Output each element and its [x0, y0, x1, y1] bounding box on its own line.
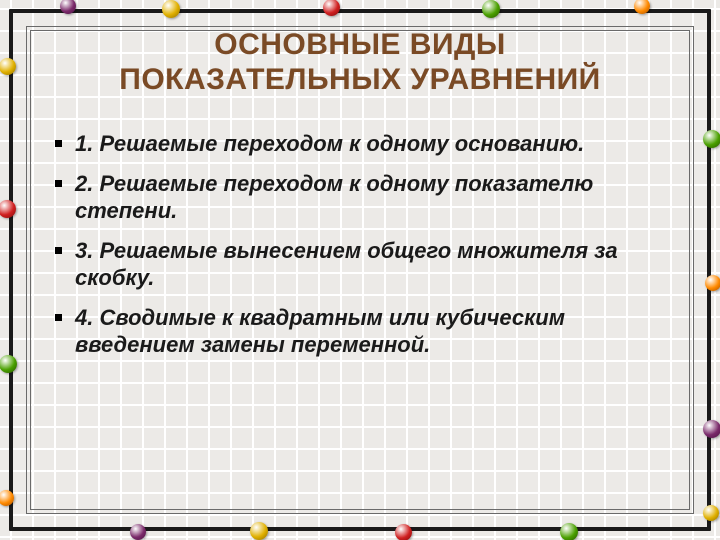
list-item: 4. Сводимые к квадратным или кубическим …	[55, 304, 680, 359]
ball-icon	[250, 522, 268, 540]
list-item: 2. Решаемые переходом к одному показател…	[55, 170, 680, 225]
item-list: 1. Решаемые переходом к одному основанию…	[55, 130, 680, 359]
ball-icon	[395, 524, 412, 540]
ball-icon	[705, 275, 720, 291]
ball-icon	[703, 505, 719, 521]
ball-icon	[703, 420, 720, 438]
list-item: 1. Решаемые переходом к одному основанию…	[55, 130, 680, 158]
ball-icon	[162, 0, 180, 18]
ball-icon	[703, 130, 720, 148]
title-line-1: ОСНОВНЫЕ ВИДЫ	[214, 28, 506, 61]
ball-icon	[560, 523, 578, 540]
slide-body: 1. Решаемые переходом к одному основанию…	[55, 130, 680, 371]
ball-icon	[482, 0, 500, 18]
title-line-2: ПОКАЗАТЕЛЬНЫХ УРАВНЕНИЙ	[119, 63, 601, 96]
list-item: 3. Решаемые вынесением общего множителя …	[55, 237, 680, 292]
ball-icon	[130, 524, 146, 540]
slide: ОСНОВНЫЕ ВИДЫ ПОКАЗАТЕЛЬНЫХ УРАВНЕНИЙ 1.…	[0, 0, 720, 540]
slide-title: ОСНОВНЫЕ ВИДЫ ПОКАЗАТЕЛЬНЫХ УРАВНЕНИЙ	[0, 28, 720, 97]
